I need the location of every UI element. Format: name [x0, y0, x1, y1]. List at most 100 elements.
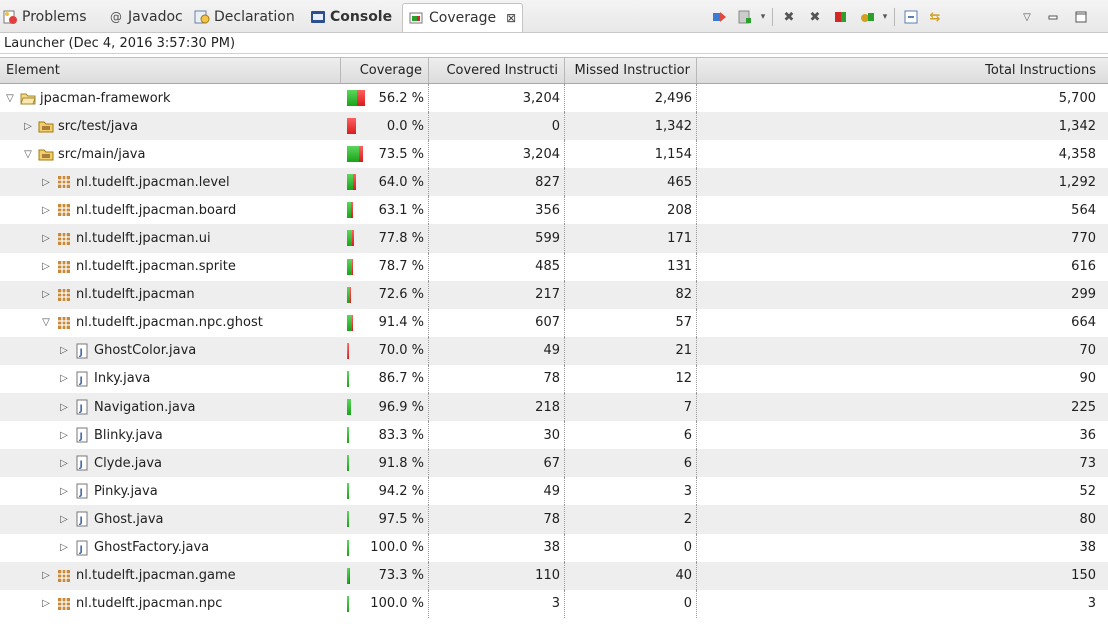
element-cell[interactable]: ▷ nl.tudelft.jpacman.level	[0, 168, 341, 196]
missed-cell: 57	[565, 308, 697, 337]
tab-console[interactable]: Console	[310, 4, 392, 30]
collapsed-twisty-icon[interactable]: ▷	[60, 345, 68, 357]
element-name: Ghost.java	[94, 511, 164, 527]
table-row[interactable]: ▷ J Blinky.java 83.3 % 30 6 36	[0, 421, 1108, 450]
total-cell: 564	[1071, 202, 1096, 218]
remove-session-icon[interactable]: ✖	[783, 9, 795, 25]
remove-all-icon[interactable]: ✖	[809, 9, 821, 25]
relaunch-icon[interactable]	[710, 8, 728, 26]
link-icon[interactable]: ⇆	[929, 9, 941, 25]
collapsed-twisty-icon[interactable]: ▷	[60, 513, 68, 525]
collapsed-twisty-icon[interactable]: ▷	[42, 261, 50, 273]
select-session-icon[interactable]	[858, 8, 876, 26]
close-icon[interactable]: ⊠	[506, 11, 517, 25]
collapsed-twisty-icon[interactable]: ▷	[42, 233, 50, 245]
dropdown-arrow-icon[interactable]: ▾	[882, 12, 888, 22]
element-name: Inky.java	[94, 371, 151, 387]
element-name: Clyde.java	[94, 455, 163, 471]
element-cell[interactable]: ▷ J Inky.java	[0, 365, 341, 393]
table-row[interactable]: ▷ J Navigation.java 96.9 % 218 7 225	[0, 393, 1108, 422]
tab-javadoc[interactable]: @ Javadoc	[108, 4, 183, 30]
missed-bar-segment	[352, 258, 353, 275]
column-header-total[interactable]: Total Instructions	[697, 58, 1108, 83]
dump-icon[interactable]	[736, 8, 754, 26]
element-cell[interactable]: ▽ jpacman-framework	[0, 84, 341, 112]
element-cell[interactable]: ▷ J GhostColor.java	[0, 337, 341, 365]
collapsed-twisty-icon[interactable]: ▷	[42, 289, 50, 301]
table-row[interactable]: ▽ nl.tudelft.jpacman.npc.ghost 91.4 % 607 57…	[0, 308, 1108, 337]
column-header-element[interactable]: Element	[0, 58, 341, 83]
collapsed-twisty-icon[interactable]: ▷	[60, 401, 68, 413]
total-cell: 1,292	[1058, 174, 1096, 190]
element-cell[interactable]: ▽ nl.tudelft.jpacman.npc.ghost	[0, 309, 341, 337]
table-row[interactable]: ▷ J Pinky.java 94.2 % 49 3 52	[0, 477, 1108, 506]
table-row[interactable]: ▷ nl.tudelft.jpacman.board 63.1 % 356 208 564	[0, 196, 1108, 225]
tab-problems[interactable]: Problems	[2, 4, 87, 30]
table-row[interactable]: ▷ J Ghost.java 97.5 % 78 2 80	[0, 505, 1108, 534]
collapsed-twisty-icon[interactable]: ▷	[60, 485, 68, 497]
total-cell: 90	[1079, 371, 1096, 387]
tab-declaration[interactable]: Declaration	[194, 4, 295, 30]
missed-cell: 1,154	[565, 140, 697, 169]
minimize-icon[interactable]	[1044, 8, 1062, 26]
column-header-covered[interactable]: Covered Instructi	[429, 58, 565, 83]
view-menu-icon[interactable]: ▽	[1023, 11, 1031, 23]
element-cell[interactable]: ▷ J Ghost.java	[0, 505, 341, 533]
element-cell[interactable]: ▷ J Navigation.java	[0, 393, 341, 421]
collapsed-twisty-icon[interactable]: ▷	[60, 373, 68, 385]
table-row[interactable]: ▽ src/main/java 73.5 % 3,204 1,154 4,358	[0, 140, 1108, 169]
table-row[interactable]: ▷ J Clyde.java 91.8 % 67 6 73	[0, 449, 1108, 478]
table-row[interactable]: ▷ nl.tudelft.jpacman.sprite 78.7 % 485 131 61…	[0, 252, 1108, 281]
collapsed-twisty-icon[interactable]: ▷	[24, 120, 32, 132]
table-row[interactable]: ▷ J GhostColor.java 70.0 % 49 21 70	[0, 336, 1108, 365]
table-row[interactable]: ▷ nl.tudelft.jpacman 72.6 % 217 82 299	[0, 280, 1108, 309]
table-row[interactable]: ▷ nl.tudelft.jpacman.ui 77.8 % 599 171 770	[0, 224, 1108, 253]
table-row[interactable]: ▷ J GhostFactory.java 100.0 % 38 0 38	[0, 533, 1108, 562]
column-header-coverage[interactable]: Coverage	[341, 58, 429, 83]
element-cell[interactable]: ▷ J GhostFactory.java	[0, 534, 341, 562]
table-row[interactable]: ▷ J Inky.java 86.7 % 78 12 90	[0, 364, 1108, 394]
tab-label: Problems	[22, 9, 87, 25]
element-cell[interactable]: ▷ J Pinky.java	[0, 477, 341, 505]
element-cell[interactable]: ▷ src/test/java	[0, 112, 341, 140]
coverage-bar	[347, 427, 349, 444]
tab-coverage[interactable]: Coverage ⊠	[402, 3, 524, 32]
dropdown-arrow-icon[interactable]: ▾	[760, 12, 766, 22]
element-cell[interactable]: ▷ nl.tudelft.jpacman.board	[0, 196, 341, 224]
collapsed-twisty-icon[interactable]: ▷	[60, 429, 68, 441]
column-header-missed[interactable]: Missed Instructior	[565, 58, 697, 83]
element-cell[interactable]: ▷ nl.tudelft.jpacman.sprite	[0, 253, 341, 281]
missed-bar-segment	[351, 202, 353, 219]
collapsed-twisty-icon[interactable]: ▷	[42, 570, 50, 582]
table-row[interactable]: ▷ src/test/java 0.0 % 0 1,342 1,342	[0, 112, 1108, 141]
expanded-twisty-icon[interactable]: ▽	[24, 148, 32, 160]
expanded-twisty-icon[interactable]: ▽	[42, 317, 50, 329]
collapsed-twisty-icon[interactable]: ▷	[60, 542, 68, 554]
element-cell[interactable]: ▷ J Blinky.java	[0, 421, 341, 449]
collapsed-twisty-icon[interactable]: ▷	[42, 176, 50, 188]
element-cell[interactable]: ▷ nl.tudelft.jpacman.ui	[0, 224, 341, 252]
total-cell: 4,358	[1058, 146, 1096, 162]
table-row[interactable]: ▷ nl.tudelft.jpacman.level 64.0 % 827 465 1,2…	[0, 168, 1108, 197]
table-row[interactable]: ▷ nl.tudelft.jpacman.npc 100.0 % 3 0 3	[0, 589, 1108, 618]
collapsed-twisty-icon[interactable]: ▷	[60, 457, 68, 469]
missed-cell: 1,342	[565, 112, 697, 141]
covered-cell: 49	[429, 477, 565, 506]
missed-bar-segment	[357, 90, 365, 106]
collapsed-twisty-icon[interactable]: ▷	[42, 598, 50, 610]
element-name: Blinky.java	[94, 427, 163, 443]
element-cell[interactable]: ▷ nl.tudelft.jpacman.npc	[0, 590, 341, 618]
expanded-twisty-icon[interactable]: ▽	[6, 92, 14, 104]
merge-icon[interactable]	[832, 8, 850, 26]
element-cell[interactable]: ▷ nl.tudelft.jpacman.game	[0, 562, 341, 590]
table-row[interactable]: ▽ jpacman-framework 56.2 % 3,204 2,496 5,700	[0, 84, 1108, 113]
element-cell[interactable]: ▷ nl.tudelft.jpacman	[0, 281, 341, 309]
table-row[interactable]: ▷ nl.tudelft.jpacman.game 73.3 % 110 40 150	[0, 561, 1108, 590]
maximize-icon[interactable]	[1072, 8, 1090, 26]
element-cell[interactable]: ▽ src/main/java	[0, 140, 341, 168]
missed-bar-segment	[349, 567, 350, 584]
element-cell[interactable]: ▷ J Clyde.java	[0, 449, 341, 477]
coverage-tree[interactable]: ▽ jpacman-framework 56.2 % 3,204 2,496 5,700 ▷…	[0, 84, 1108, 618]
collapsed-twisty-icon[interactable]: ▷	[42, 204, 50, 216]
collapse-all-icon[interactable]	[902, 8, 920, 26]
